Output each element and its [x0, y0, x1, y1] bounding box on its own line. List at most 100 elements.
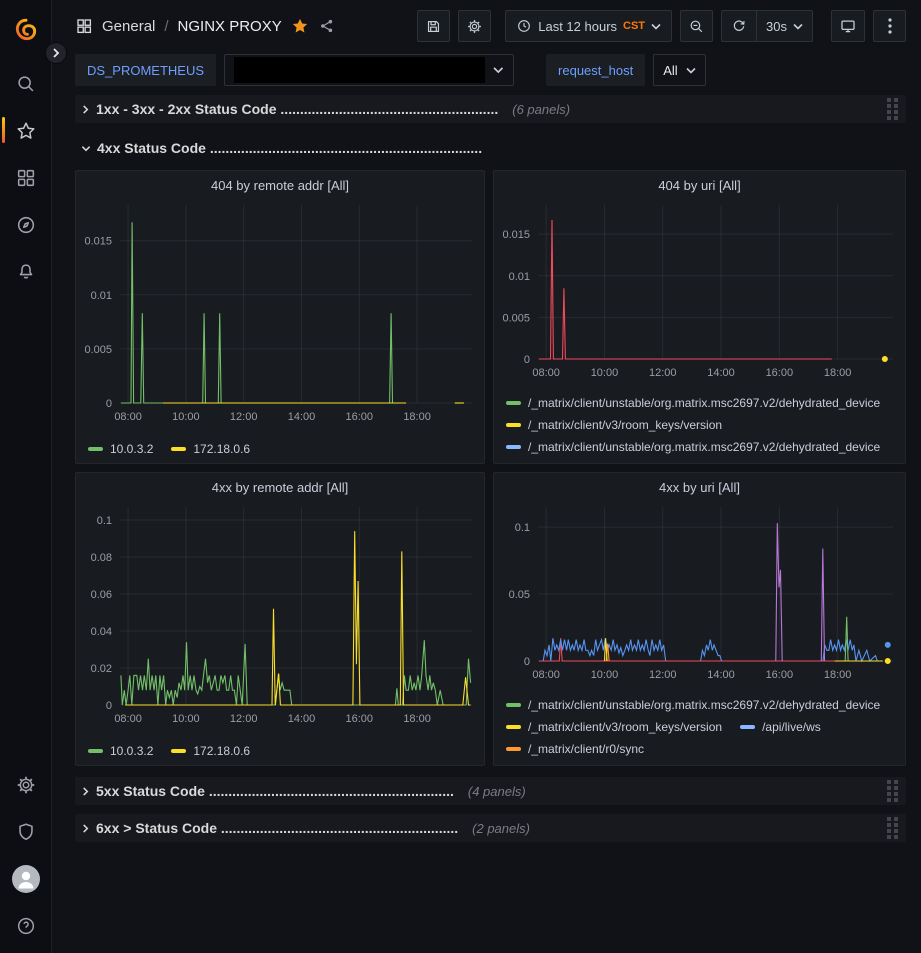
sidebar-expand-button[interactable] — [45, 42, 67, 64]
legend-color-dash — [506, 401, 521, 405]
save-dashboard-button[interactable] — [417, 10, 450, 42]
panel-title[interactable]: 4xx by uri [All] — [494, 477, 905, 499]
legend-color-dash — [506, 445, 521, 449]
panel-grid: 404 by remote addr [All] 08:0010:0012:00… — [75, 170, 906, 766]
legend-color-dash — [506, 703, 521, 707]
datasource-variable-dropdown[interactable] — [224, 54, 514, 86]
sidebar-item-help[interactable] — [0, 902, 52, 949]
grafana-app: General / NGINX PROXY — [0, 0, 921, 953]
chevron-down-icon — [81, 144, 91, 153]
row-header-5xx[interactable]: 5xx Status Code ........................… — [75, 777, 906, 805]
time-series-chart[interactable]: 08:0010:0012:0014:0016:0018:0000.0050.01… — [494, 197, 905, 390]
user-avatar — [11, 864, 41, 894]
time-range-picker[interactable]: Last 12 hours CST — [505, 10, 672, 42]
axis-tick-label: 0 — [106, 398, 112, 410]
chart-legend: /_matrix/client/unstable/org.matrix.msc2… — [494, 694, 905, 765]
axis-tick-label: 10:00 — [172, 411, 200, 423]
row-header-1xx-3xx-2xx[interactable]: 1xx - 3xx - 2xx Status Code ............… — [75, 95, 906, 123]
refresh-interval-dropdown[interactable]: 30s — [756, 11, 812, 41]
axis-tick-label: 0.06 — [91, 589, 112, 601]
sidebar-item-starred[interactable] — [0, 107, 52, 154]
row-title: 4xx Status Code ........................… — [97, 140, 482, 156]
sidebar-item-search[interactable] — [0, 60, 52, 107]
kebab-menu-button[interactable] — [873, 10, 906, 42]
time-series-chart[interactable]: 08:0010:0012:0014:0016:0018:0000.020.040… — [76, 499, 484, 736]
legend-item[interactable]: /sw.js — [740, 462, 791, 463]
legend-item[interactable]: 10.0.3.2 — [88, 442, 153, 456]
legend-item[interactable]: /_matrix/client/unstable/org.matrix.msc2… — [506, 396, 880, 410]
axis-tick-label: 12:00 — [649, 669, 677, 681]
row-drag-handle[interactable] — [887, 780, 898, 802]
sidebar-item-profile[interactable] — [0, 855, 52, 902]
dashboard-title[interactable]: NGINX PROXY — [178, 18, 282, 35]
legend-item[interactable]: /_matrix/client/v3/room_keys/version — [506, 720, 722, 734]
axis-tick-label: 08:00 — [532, 669, 560, 681]
row-drag-handle[interactable] — [887, 98, 898, 120]
dashboards-icon — [15, 167, 37, 189]
dashboard-scroll-area[interactable]: 1xx - 3xx - 2xx Status Code ............… — [52, 88, 921, 953]
row-title: 5xx Status Code ........................… — [96, 783, 454, 799]
dashboard-settings-button[interactable] — [458, 10, 491, 42]
axis-tick-label: 0 — [524, 354, 530, 366]
admin-shield-icon — [15, 821, 37, 843]
legend-color-dash — [88, 447, 103, 451]
sidebar — [0, 0, 52, 953]
breadcrumb-section[interactable]: General — [102, 18, 155, 35]
panel-title[interactable]: 4xx by remote addr [All] — [76, 477, 484, 499]
legend-item[interactable]: /_matrix/client/unstable/org.matrix.msc2… — [506, 698, 880, 712]
axis-tick-label: 10:00 — [591, 669, 619, 681]
sidebar-item-server-admin[interactable] — [0, 808, 52, 855]
timezone-label: CST — [623, 20, 645, 32]
apps-grid-icon — [75, 17, 93, 35]
row-drag-handle[interactable] — [887, 817, 898, 839]
chevron-right-icon — [81, 824, 90, 833]
legend-item[interactable]: 172.18.0.6 — [171, 744, 250, 758]
axis-tick-label: 16:00 — [766, 669, 794, 681]
legend-color-dash — [740, 725, 755, 729]
legend-item[interactable]: /_matrix/client/v3/room_keys/version — [506, 462, 722, 463]
legend-item[interactable]: /_matrix/client/r0/sync — [506, 742, 644, 756]
time-series-chart[interactable]: 08:0010:0012:0014:0016:0018:0000.0050.01… — [76, 197, 484, 434]
axis-tick-label: 14:00 — [288, 411, 316, 423]
sidebar-item-explore[interactable] — [0, 201, 52, 248]
legend-label: 172.18.0.6 — [193, 442, 250, 456]
panel-title[interactable]: 404 by uri [All] — [494, 175, 905, 197]
time-series-chart[interactable]: 08:0010:0012:0014:0016:0018:0000.050.1 — [494, 499, 905, 692]
drag-handle-icon — [887, 780, 898, 802]
legend-item[interactable]: /api/live/ws — [740, 720, 821, 734]
share-icon[interactable] — [318, 17, 336, 35]
legend-item[interactable]: 172.18.0.6 — [171, 442, 250, 456]
search-icon — [15, 73, 37, 95]
zoom-out-button[interactable] — [680, 10, 713, 42]
refresh-picker: 30s — [721, 10, 813, 42]
favorite-star-icon[interactable] — [291, 17, 309, 35]
series-line — [821, 549, 824, 662]
save-icon — [425, 18, 442, 35]
series-line — [605, 638, 608, 661]
row-header-4xx[interactable]: 4xx Status Code ........................… — [75, 135, 906, 161]
panel-title[interactable]: 404 by remote addr [All] — [76, 175, 484, 197]
legend-item[interactable]: 10.0.3.2 — [88, 744, 153, 758]
active-indicator — [2, 117, 5, 143]
axis-tick-label: 0.005 — [84, 344, 112, 356]
series-point — [885, 658, 891, 664]
sidebar-item-alerting[interactable] — [0, 248, 52, 295]
refresh-button[interactable] — [722, 11, 756, 41]
legend-item[interactable]: /_matrix/client/unstable/org.matrix.msc2… — [506, 440, 880, 454]
legend-label: /_matrix/client/r0/sync — [528, 742, 644, 756]
sidebar-item-settings[interactable] — [0, 761, 52, 808]
legend-label: 172.18.0.6 — [193, 744, 250, 758]
row-header-6xx[interactable]: 6xx > Status Code ......................… — [75, 814, 906, 842]
legend-label: /api/live/ws — [762, 720, 821, 734]
request-host-variable-dropdown[interactable]: All — [653, 54, 705, 86]
chart-legend: /_matrix/client/unstable/org.matrix.msc2… — [494, 392, 905, 463]
legend-label: /_matrix/client/v3/room_keys/version — [528, 720, 722, 734]
cycle-view-mode-button[interactable] — [831, 10, 865, 42]
sidebar-item-dashboards[interactable] — [0, 154, 52, 201]
legend-item[interactable]: /_matrix/client/v3/room_keys/version — [506, 418, 722, 432]
drag-handle-icon — [887, 817, 898, 839]
refresh-icon — [731, 18, 747, 34]
grafana-logo[interactable] — [0, 0, 52, 60]
legend-item[interactable]: /_matrix/client/unstable/org.matrix.msc2… — [506, 764, 880, 765]
main-area: General / NGINX PROXY — [52, 0, 921, 953]
